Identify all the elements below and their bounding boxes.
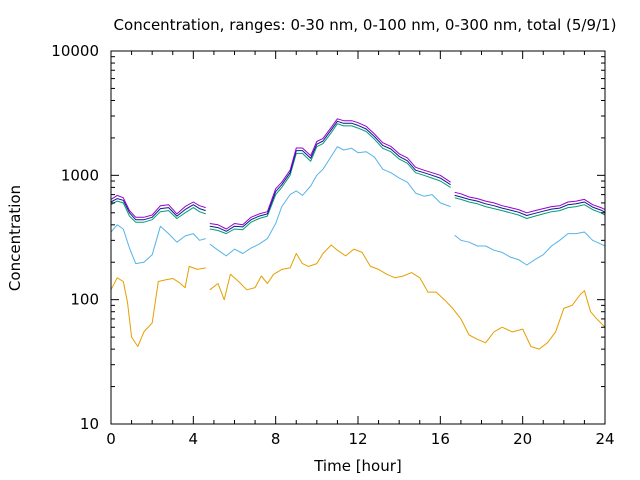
- series-1-line-segment-2: [209, 244, 606, 350]
- series-2-line-segment-1: [110, 224, 206, 265]
- x-tick-label: 20: [513, 430, 532, 448]
- series-2-line-segment-3: [454, 231, 606, 266]
- series-4-line-segment-2: [209, 120, 451, 232]
- x-tick-label: 24: [595, 430, 614, 448]
- y-tick-label: 10: [80, 415, 99, 433]
- series-4-line-segment-1: [110, 198, 206, 221]
- x-axis-label: Time [hour]: [313, 457, 402, 475]
- ticks-layer: 0 4 8 12 16 20 24 10 100 1000 10000: [51, 42, 614, 448]
- chart-title: Concentration, ranges: 0-30 nm, 0-100 nm…: [114, 16, 617, 34]
- x-tick-label: 4: [189, 430, 199, 448]
- series-2-line-segment-2: [209, 146, 451, 257]
- y-tick-label: 100: [70, 291, 99, 309]
- series-5-line-segment-1: [110, 194, 206, 218]
- series-3-line-segment-1: [110, 200, 206, 223]
- series-3-line-segment-2: [209, 123, 451, 235]
- series-3-line-segment-3: [454, 197, 606, 219]
- series-5-line-segment-3: [454, 191, 606, 214]
- series-layer: [110, 118, 606, 350]
- x-tick-label: 16: [431, 430, 450, 448]
- x-tick-label: 12: [348, 430, 367, 448]
- plot-area-frame: [110, 50, 606, 425]
- series-1-line-segment-1: [110, 265, 206, 347]
- y-tick-label: 10000: [51, 42, 99, 60]
- x-tick-label: 0: [106, 430, 116, 448]
- series-4-line-segment-3: [454, 194, 606, 216]
- series-5-line-segment-2: [209, 118, 451, 230]
- y-axis-label: Concentration: [6, 185, 24, 291]
- y-tick-label: 1000: [61, 166, 99, 184]
- x-tick-label: 8: [271, 430, 281, 448]
